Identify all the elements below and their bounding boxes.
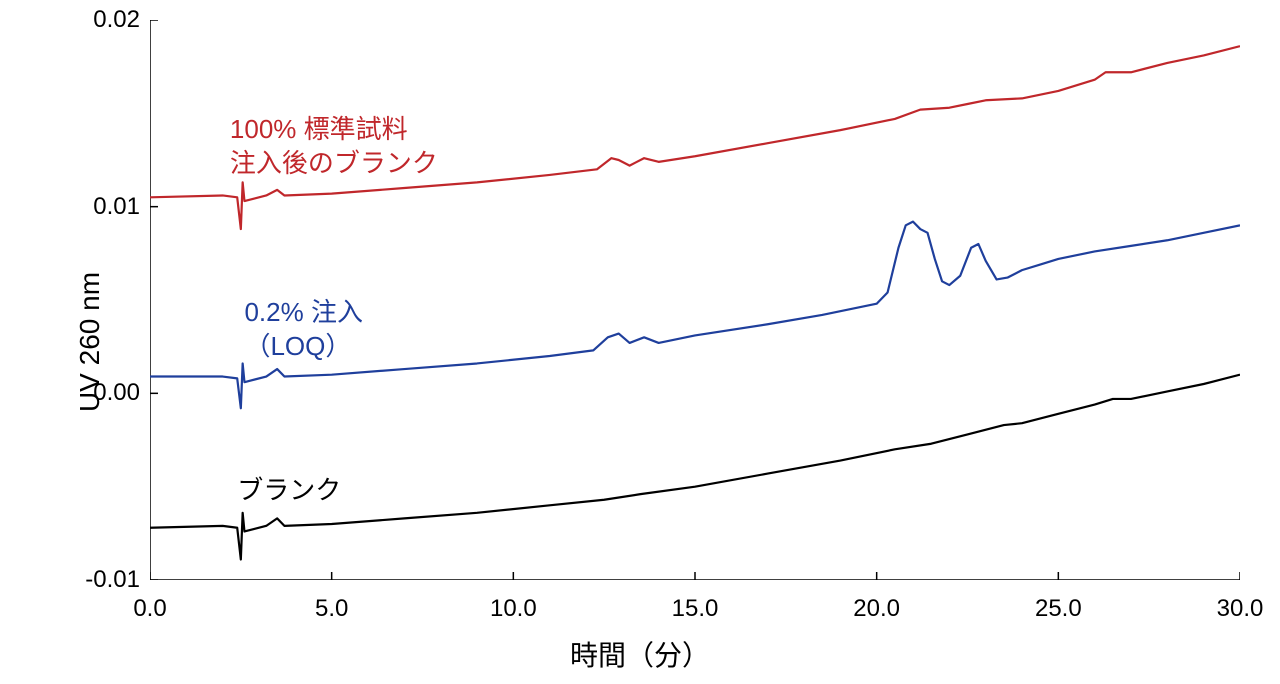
- y-tick-label: 0.02: [93, 6, 140, 34]
- x-tick-label: 10.0: [490, 595, 537, 623]
- y-tick-label: 0.00: [93, 379, 140, 407]
- series-label-blue: 0.2% 注入 （LOQ）: [244, 296, 363, 364]
- series-label-red: 100% 標準試料 注入後のブランク: [230, 113, 438, 181]
- x-tick-label: 0.0: [133, 595, 166, 623]
- chromatogram-chart: UV 260 nm 時間（分） -0.010.000.010.02 0.05.0…: [0, 0, 1280, 684]
- series-black: [150, 375, 1240, 560]
- x-tick-label: 5.0: [315, 595, 348, 623]
- y-tick-label: 0.01: [93, 193, 140, 221]
- series-label-black: ブランク: [237, 474, 341, 508]
- x-tick-label: 15.0: [672, 595, 719, 623]
- x-tick-label: 25.0: [1035, 595, 1082, 623]
- x-tick-label: 30.0: [1217, 595, 1264, 623]
- x-tick-label: 20.0: [853, 595, 900, 623]
- y-tick-label: -0.01: [85, 566, 140, 594]
- x-axis-label: 時間（分）: [570, 634, 710, 674]
